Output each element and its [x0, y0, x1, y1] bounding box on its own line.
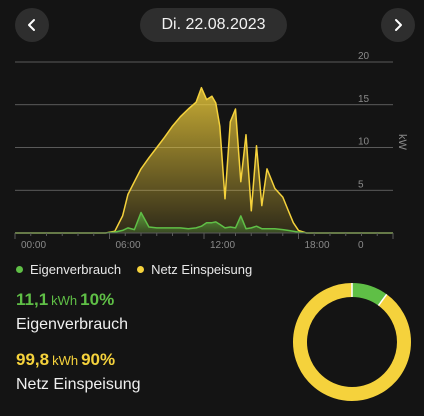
date-selector[interactable]: Di. 22.08.2023	[140, 8, 287, 42]
chart-legend: Eigenverbrauch Netz Einspeisung	[16, 262, 268, 277]
chevron-left-icon	[28, 19, 35, 31]
grid-feed-kwh: 99,8	[16, 350, 50, 369]
x-tick-label: 06:00	[116, 240, 141, 250]
grid-feed-unit: kWh	[52, 353, 79, 368]
legend-grid-feed: Netz Einspeisung	[137, 262, 252, 277]
donut-slice-self-consumption	[351, 283, 387, 306]
grid-feed-series-line	[15, 86, 393, 234]
x-tick-label: 00:00	[21, 240, 46, 250]
self-consumption-values: 11,1 kWh 10%	[16, 290, 128, 310]
x-tick-label: 12:00	[210, 240, 235, 250]
self-consumption-summary: 11,1 kWh 10% Eigenverbrauch	[16, 290, 128, 334]
share-donut-chart	[293, 283, 411, 401]
y-tick-label: 20	[358, 51, 370, 62]
grid-feed-summary: 99,8 kWh 90% Netz Einspeisung	[16, 350, 141, 394]
x-tick-label: 18:00	[305, 240, 330, 250]
y-tick-label: 0	[358, 240, 364, 250]
self-consumption-series-area	[15, 212, 393, 233]
grid-feed-dot	[137, 266, 145, 273]
self-consumption-kwh: 11,1	[16, 290, 49, 309]
grid-feed-percent: 90%	[81, 350, 116, 369]
power-chart: 0 5 10 15 20 kW 00:00 06:00 12:00 18:00	[14, 51, 408, 250]
current-date: Di. 22.08.2023	[161, 16, 266, 33]
legend-grid-feed-label: Netz Einspeisung	[151, 262, 253, 277]
y-axis-label: kW	[396, 134, 408, 151]
self-consumption-percent: 10%	[80, 290, 115, 309]
grid-feed-series-area	[15, 87, 393, 233]
donut-slice-grid-feed	[293, 283, 411, 401]
self-consumption-unit: kWh	[51, 293, 78, 308]
self-consumption-label: Eigenverbrauch	[16, 316, 129, 333]
grid-feed-values: 99,8 kWh 90%	[16, 350, 141, 370]
previous-day-button[interactable]	[15, 8, 49, 42]
self-consumption-series-line	[15, 211, 393, 234]
chevron-right-icon	[395, 19, 402, 31]
legend-self-consumption: Eigenverbrauch	[16, 262, 121, 277]
self-consumption-dot	[16, 266, 23, 273]
next-day-button[interactable]	[381, 8, 415, 42]
grid-feed-label: Netz Einspeisung	[16, 376, 141, 393]
donut-separator	[377, 293, 388, 307]
y-tick-label: 10	[358, 137, 370, 148]
legend-self-consumption-label: Eigenverbrauch	[30, 262, 122, 277]
y-tick-label: 15	[358, 94, 370, 105]
y-tick-label: 5	[358, 179, 364, 190]
